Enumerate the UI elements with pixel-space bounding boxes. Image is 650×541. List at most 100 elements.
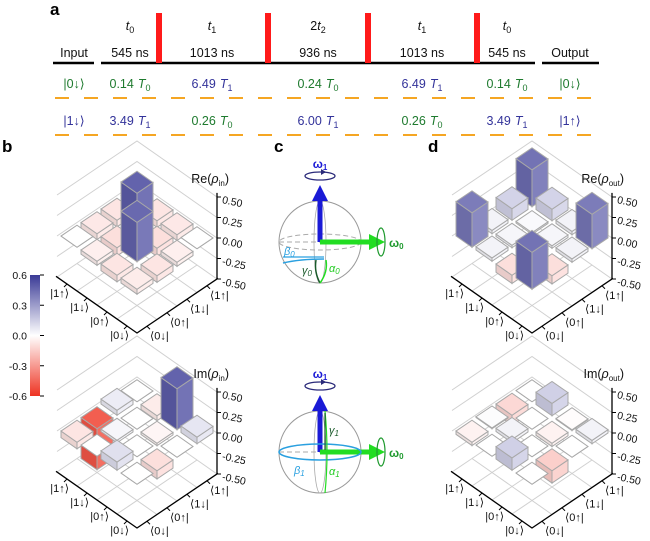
bar-0-1 bbox=[140, 448, 174, 480]
bar-3-0 bbox=[60, 224, 94, 248]
wall-gridline bbox=[451, 376, 613, 434]
bar-top-face bbox=[60, 224, 94, 248]
bar-0-0 bbox=[120, 266, 154, 296]
decay-time-cell: 6.00 T1 bbox=[298, 114, 339, 130]
bar-top-face bbox=[555, 407, 589, 431]
z-tick-label: 0.50 bbox=[221, 389, 244, 405]
col-tick bbox=[581, 298, 586, 303]
z-tick-label: -0.50 bbox=[616, 276, 642, 293]
decay-time-cell: 0.24 T0 bbox=[298, 77, 339, 93]
omega1-arrow bbox=[317, 199, 323, 242]
bar-top-face bbox=[160, 434, 194, 458]
pulse-0 bbox=[156, 13, 162, 63]
z-tick-label: -0.50 bbox=[616, 471, 642, 488]
bar-top-face bbox=[120, 170, 154, 194]
bar-top-face bbox=[60, 419, 94, 443]
bar-top-face bbox=[575, 417, 609, 442]
z-tick-label: 0.00 bbox=[221, 430, 244, 446]
bar-3-0 bbox=[455, 419, 489, 447]
bar-2-2 bbox=[120, 406, 154, 430]
col-label: ⟨1↓| bbox=[190, 303, 209, 315]
bar-top-face bbox=[535, 448, 569, 472]
bar-top-face bbox=[535, 186, 569, 210]
z-tick-label: 0.25 bbox=[616, 410, 639, 426]
z-tick-label: -0.25 bbox=[221, 256, 247, 273]
row-label: |0↓⟩ bbox=[505, 525, 524, 537]
colorbar-tick-label: 0.6 bbox=[12, 270, 27, 282]
bar-top-face bbox=[515, 147, 549, 171]
row-label: |0↑⟩ bbox=[485, 511, 504, 523]
decay-time-cell: 0.26 T0 bbox=[402, 114, 443, 130]
omega0-arrow bbox=[320, 239, 371, 245]
decay-time-cell: 6.49 T1 bbox=[402, 77, 443, 93]
alpha-path bbox=[324, 410, 328, 494]
wall-gridline bbox=[56, 140, 218, 198]
bar-0-2 bbox=[160, 239, 194, 268]
alpha-label: α1 bbox=[329, 466, 340, 479]
col-tick bbox=[206, 285, 211, 290]
row-label: |0↓⟩ bbox=[505, 330, 524, 342]
wall-gridline bbox=[56, 335, 218, 393]
bar-2-0 bbox=[475, 235, 509, 263]
z-tick-label: -0.25 bbox=[616, 256, 642, 273]
col-label: ⟨1↑| bbox=[605, 485, 624, 497]
bar-0-0 bbox=[515, 461, 549, 485]
colorbar-tick-label: -0.3 bbox=[9, 361, 27, 373]
rotation-icon bbox=[376, 437, 386, 467]
row-label: |1↑⟩ bbox=[445, 288, 464, 300]
chart-im-in: 0.50 0.25 0.00 -0.25 -0.50 |0↓⟩ ⟨0↓| |0↑⟩ ⟨0↑| |1… bbox=[50, 335, 247, 537]
bloch-sphere-top: ω1 ω0 β0 γ0 α0 bbox=[278, 157, 404, 284]
segment-time: 2t2 bbox=[310, 19, 325, 35]
omega0-arrow bbox=[320, 449, 371, 455]
z-tick-label: 0.25 bbox=[221, 410, 244, 426]
decay-time-cell: 3.49 T1 bbox=[110, 114, 151, 130]
pulse-2 bbox=[365, 13, 371, 63]
row-tick bbox=[123, 520, 128, 525]
segment-time: t0 bbox=[126, 19, 135, 35]
row-label: |0↓⟩ bbox=[110, 525, 129, 537]
decay-time-cell: 6.49 T1 bbox=[192, 77, 233, 93]
bar-top-face bbox=[120, 199, 154, 223]
beta-path bbox=[282, 258, 325, 264]
beta-label: β1 bbox=[293, 465, 305, 478]
bar-0-0 bbox=[515, 229, 549, 291]
row-tick bbox=[518, 325, 523, 330]
bar-top-face bbox=[555, 434, 589, 458]
segment-duration: 1013 ns bbox=[190, 46, 234, 60]
row-label: |1↓⟩ bbox=[70, 302, 89, 314]
chart-title: Re(ρin) bbox=[191, 172, 229, 188]
row-label: |1↑⟩ bbox=[50, 483, 69, 495]
rotation-icon bbox=[376, 227, 386, 257]
bar-top-face bbox=[100, 417, 134, 441]
bar-1-0 bbox=[100, 252, 134, 283]
wall-gridline bbox=[451, 355, 613, 413]
colorbar-gradient bbox=[30, 275, 40, 396]
col-label: ⟨0↓| bbox=[150, 330, 169, 342]
bar-top-face bbox=[180, 414, 214, 438]
z-tick-label: 0.25 bbox=[221, 215, 244, 231]
rotation-icon bbox=[304, 171, 336, 181]
floor-axes bbox=[55, 470, 219, 529]
col-label: ⟨1↓| bbox=[190, 498, 209, 510]
bar-0-3 bbox=[180, 414, 214, 445]
bar-top-face bbox=[180, 226, 214, 250]
floor-axes bbox=[450, 275, 614, 334]
col-label: ⟨0↑| bbox=[170, 512, 189, 524]
row-label: |1↑⟩ bbox=[445, 483, 464, 495]
bar-top-face bbox=[120, 406, 154, 430]
wall-gridline bbox=[56, 160, 218, 218]
segment-time: t0 bbox=[503, 19, 512, 35]
bar-top-face bbox=[495, 416, 529, 441]
bar-0-3 bbox=[180, 226, 214, 250]
col-tick bbox=[561, 507, 566, 512]
alpha-label: α0 bbox=[329, 263, 340, 276]
bar-2-2 bbox=[515, 406, 549, 430]
z-tick-label: -0.25 bbox=[616, 451, 642, 468]
omega0-label: ω0 bbox=[389, 446, 404, 461]
panel-label-c: c bbox=[274, 137, 283, 156]
row-label: |1↑⟩ bbox=[50, 288, 69, 300]
col-tick bbox=[541, 325, 546, 330]
bar-0-2 bbox=[555, 236, 589, 264]
bar-0-3 bbox=[575, 191, 609, 250]
